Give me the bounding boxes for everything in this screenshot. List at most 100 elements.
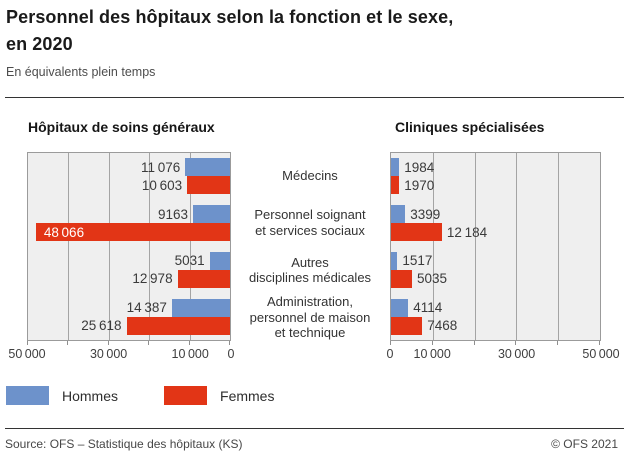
value-label: 9163 bbox=[157, 206, 188, 222]
legend-swatch-hommes bbox=[6, 386, 49, 405]
bar-row: 10 603 bbox=[28, 176, 230, 195]
legend-label-hommes: Hommes bbox=[62, 387, 119, 404]
legend-item-femmes: Femmes bbox=[164, 386, 274, 405]
bar-femmes bbox=[391, 176, 400, 195]
bar-hommes bbox=[391, 251, 398, 270]
axis-tick bbox=[27, 341, 28, 345]
bar-row: 4114 bbox=[391, 298, 600, 317]
axis-tick bbox=[515, 341, 517, 345]
value-label: 5035 bbox=[417, 271, 448, 287]
header-divider bbox=[5, 97, 624, 98]
bar-row: 1984 bbox=[391, 158, 600, 177]
bar-hommes bbox=[185, 158, 230, 177]
value-label: 48 066 bbox=[43, 224, 85, 240]
footer-source: Source: OFS – Statistique des hôpitaux (… bbox=[5, 437, 243, 451]
value-label: 1970 bbox=[404, 177, 435, 193]
bar-row: 3399 bbox=[391, 205, 600, 224]
bar-row: 25 618 bbox=[28, 316, 230, 335]
axis-tick-label: 10 000 bbox=[413, 347, 451, 361]
axis-tick bbox=[390, 341, 391, 345]
bar-hommes bbox=[209, 251, 230, 270]
bar-group: 14 387 25 618 bbox=[28, 293, 230, 340]
axis-tick-label: 50 000 bbox=[582, 347, 620, 361]
axis-tick bbox=[107, 341, 109, 345]
bar-row: 14 387 bbox=[28, 298, 230, 317]
bar-group: 9163 48 066 bbox=[28, 200, 230, 247]
footer-divider bbox=[5, 428, 624, 429]
axis-tick-label: 0 bbox=[227, 347, 235, 361]
value-label: 4114 bbox=[413, 300, 443, 316]
bar-femmes bbox=[177, 269, 230, 288]
bar-hommes bbox=[171, 298, 230, 317]
bar-row: 1517 bbox=[391, 251, 600, 270]
axis-tick bbox=[67, 341, 69, 345]
axis-tick-label: 0 bbox=[386, 347, 394, 361]
value-label: 1517 bbox=[402, 253, 433, 269]
value-label: 7468 bbox=[427, 318, 458, 334]
panel-title-general-hospitals: Hôpitaux de soins généraux bbox=[28, 119, 215, 135]
bar-row: 5031 bbox=[28, 251, 230, 270]
gridline bbox=[149, 153, 151, 340]
bar-hommes bbox=[192, 205, 230, 224]
gridline bbox=[189, 153, 191, 340]
axis-tick-label: 10 000 bbox=[171, 347, 209, 361]
legend-label-femmes: Femmes bbox=[220, 387, 275, 404]
gridline bbox=[558, 153, 560, 340]
bar-group: 5031 12 978 bbox=[28, 247, 230, 294]
value-label: 11 076 bbox=[141, 159, 181, 175]
legend-item-hommes: Hommes bbox=[6, 386, 118, 405]
value-label: 5031 bbox=[174, 253, 205, 269]
axis-tick bbox=[599, 341, 600, 345]
bar-femmes bbox=[391, 269, 413, 288]
bar-group: 4114 7468 bbox=[391, 293, 600, 340]
gridline bbox=[108, 153, 110, 340]
axis-tick bbox=[557, 341, 559, 345]
bar-hommes bbox=[391, 158, 400, 177]
gridline bbox=[68, 153, 70, 340]
bar-femmes: 48 066 bbox=[35, 223, 230, 242]
category-label-medecins: Médecins bbox=[282, 167, 338, 183]
axis-tick-label: 30 000 bbox=[497, 347, 536, 361]
bar-group: 11 076 10 603 bbox=[28, 153, 230, 200]
plot-specialized-clinics: 1984 1970 3399 12 184 1517 5035 4114 7468 bbox=[390, 152, 601, 345]
gridline bbox=[474, 153, 476, 340]
gridline bbox=[432, 153, 434, 340]
bar-hommes bbox=[391, 298, 409, 317]
bar-group: 1517 5035 bbox=[391, 247, 600, 294]
value-label: 12 184 bbox=[446, 224, 488, 240]
panel-title-specialized-clinics: Cliniques spécialisées bbox=[395, 119, 545, 135]
plot-general-hospitals: 11 076 10 603 9163 48 066 5031 12 978 14 387 25… bbox=[27, 152, 231, 345]
bar-group: 3399 12 184 bbox=[391, 200, 600, 247]
bar-row: 9163 bbox=[28, 205, 230, 224]
value-label: 25 618 bbox=[81, 318, 122, 334]
bar-femmes bbox=[391, 316, 423, 335]
bar-row: 48 066 bbox=[28, 223, 230, 242]
value-label: 10 603 bbox=[141, 177, 183, 193]
bar-femmes bbox=[187, 176, 230, 195]
value-label: 14 387 bbox=[126, 300, 167, 316]
x-axis-general-hospitals: 50 000 30 000 10 000 0 bbox=[8, 347, 234, 362]
bar-hommes bbox=[391, 205, 406, 224]
gridline bbox=[516, 153, 518, 340]
value-label: 12 978 bbox=[132, 271, 173, 287]
bar-row: 5035 bbox=[391, 269, 600, 288]
axis-tick bbox=[188, 341, 190, 345]
legend-swatch-femmes bbox=[164, 386, 208, 405]
bar-row: 11 076 bbox=[28, 158, 230, 177]
x-axis-specialized-clinics: 0 10 000 30 000 50 000 bbox=[386, 347, 620, 362]
bar-row: 1970 bbox=[391, 176, 600, 195]
bar-row: 12 978 bbox=[28, 269, 230, 288]
category-labels: Médecins Personnel soignant et services … bbox=[231, 152, 389, 341]
footer-copyright: © OFS 2021 bbox=[551, 437, 618, 451]
value-label: 3399 bbox=[410, 206, 441, 222]
category-label-autres-disciplines: Autres disciplines médicales bbox=[248, 254, 372, 286]
page-subtitle: En équivalents plein temps bbox=[6, 65, 156, 79]
bar-femmes bbox=[126, 316, 230, 335]
bar-group: 1984 1970 bbox=[391, 153, 600, 200]
value-label: 1984 bbox=[404, 159, 435, 175]
bar-row: 7468 bbox=[391, 316, 600, 335]
bar-row: 12 184 bbox=[391, 223, 600, 242]
bar-femmes bbox=[391, 223, 442, 242]
axis-tick bbox=[229, 341, 230, 345]
